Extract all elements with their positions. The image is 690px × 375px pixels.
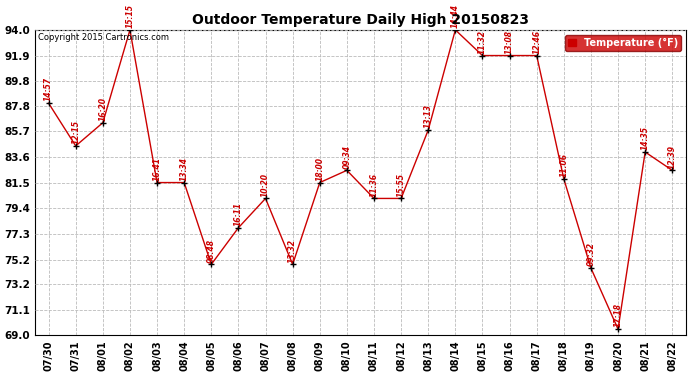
Text: 13:34: 13:34: [179, 157, 188, 181]
Text: 10:20: 10:20: [261, 172, 270, 196]
Text: 15:55: 15:55: [397, 172, 406, 196]
Text: 14:35: 14:35: [640, 126, 650, 150]
Text: 13:32: 13:32: [288, 238, 297, 262]
Text: 11:32: 11:32: [478, 30, 487, 54]
Text: 16:20: 16:20: [98, 97, 108, 121]
Text: 11:36: 11:36: [369, 172, 379, 196]
Text: 17:18: 17:18: [613, 303, 622, 327]
Text: 11:06: 11:06: [560, 153, 569, 177]
Text: 15:15: 15:15: [126, 4, 135, 28]
Text: 14:57: 14:57: [44, 77, 53, 101]
Text: 14:44: 14:44: [451, 4, 460, 28]
Text: 16:11: 16:11: [234, 202, 243, 226]
Text: 13:08: 13:08: [505, 30, 514, 54]
Text: 16:41: 16:41: [152, 157, 161, 181]
Text: 18:00: 18:00: [315, 157, 324, 181]
Text: 12:39: 12:39: [668, 144, 677, 168]
Text: 12:46: 12:46: [532, 30, 541, 54]
Text: 13:13: 13:13: [424, 104, 433, 128]
Text: 08:48: 08:48: [207, 238, 216, 262]
Text: Copyright 2015 Cartronics.com: Copyright 2015 Cartronics.com: [38, 33, 169, 42]
Text: 09:34: 09:34: [342, 144, 351, 168]
Text: 09:32: 09:32: [586, 242, 595, 266]
Text: 12:15: 12:15: [71, 120, 80, 144]
Legend: Temperature (°F): Temperature (°F): [565, 35, 681, 51]
Title: Outdoor Temperature Daily High 20150823: Outdoor Temperature Daily High 20150823: [192, 13, 529, 27]
